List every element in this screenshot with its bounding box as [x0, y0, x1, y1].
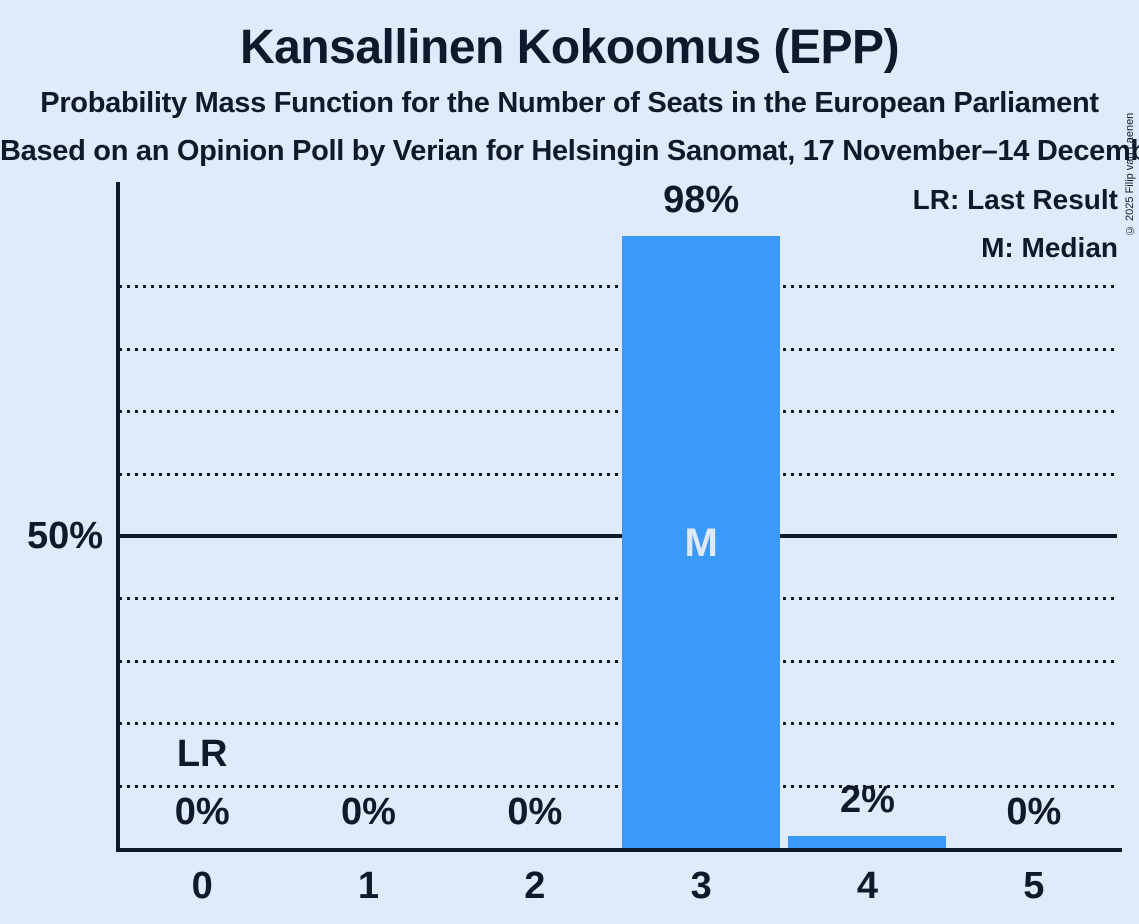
x-tick-label-5: 5 [1023, 865, 1045, 907]
gridline-50-solid [119, 534, 1117, 538]
bar-value-label-seat-0: 0% [174, 791, 230, 833]
bar-seat-3 [622, 236, 780, 848]
bar-slot-seat-5: 0% [951, 182, 1117, 848]
bar-value-label-seat-4: 2% [840, 778, 895, 821]
gridline-70-dotted [119, 410, 1117, 414]
last-result-marker: LR [176, 733, 228, 775]
x-tick-label-1: 1 [357, 865, 380, 907]
bar-slot-seat-2: 0% [452, 182, 618, 848]
gridline-80-dotted [119, 347, 1117, 351]
bar-seat-4 [788, 835, 947, 848]
x-tick-label-3: 3 [690, 865, 712, 907]
bar-value-label-seat-5: 0% [1006, 791, 1062, 833]
x-tick-label-0: 0 [191, 865, 213, 907]
x-axis-line [116, 848, 1122, 852]
gridline-20-dotted [119, 722, 1117, 726]
median-marker: M [684, 521, 718, 565]
chart-title: Kansallinen Kokoomus (EPP) [239, 21, 900, 74]
y-axis-line [116, 182, 120, 852]
gridline-60-dotted [119, 472, 1117, 476]
chart-legend: LR: Last Result M: Median [913, 176, 1118, 272]
y-axis-tick-label: 50% [26, 515, 103, 557]
gridline-40-dotted [119, 597, 1117, 601]
bar-value-label-seat-3: 98% [663, 179, 740, 222]
chart-subtitle: Probability Mass Function for the Number… [40, 87, 1099, 119]
bar-slot-seat-3: 98% M [618, 179, 784, 848]
x-tick-label-2: 2 [524, 865, 546, 907]
x-axis-labels: 0 1 2 3 4 5 [119, 866, 1117, 914]
bar-slot-seat-1: 0% [285, 182, 451, 848]
legend-last-result: LR: Last Result [912, 184, 1118, 215]
copyright-text: © 2025 Filip van Laenen [1124, 112, 1136, 236]
gridline-10-dotted [119, 784, 1117, 788]
bar-slot-seat-4: 2% [784, 182, 950, 848]
gridline-90-dotted [119, 285, 1117, 289]
chart-source-line: Based on an Opinion Poll by Verian for H… [0, 135, 1139, 167]
bar-value-label-seat-1: 0% [341, 791, 396, 833]
legend-median: M: Median [981, 232, 1118, 263]
bar-value-label-seat-2: 0% [507, 791, 563, 833]
bar-slot-seat-0: 0% LR [119, 182, 285, 848]
gridline-30-dotted [119, 659, 1117, 663]
plot-area: 0% LR 0% 0% 98% M 2% 0% [119, 179, 1117, 848]
x-tick-label-4: 4 [856, 865, 879, 907]
